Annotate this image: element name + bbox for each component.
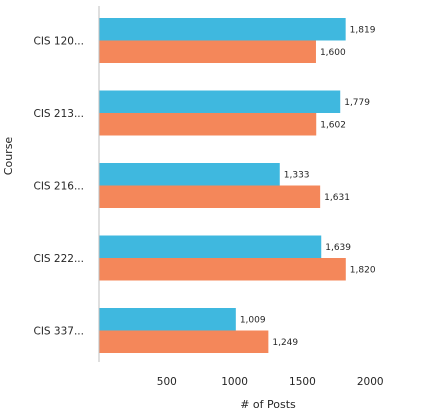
bars-group — [99, 18, 346, 353]
bar-cis-120-series-2 — [99, 40, 316, 63]
x-tick-labels-group: 5001000150020002500 — [157, 376, 384, 388]
bar-cis-337-series-2 — [99, 330, 269, 353]
bar-cis-216-series-1 — [99, 163, 280, 186]
category-label-cis-120: CIS 120... — [34, 36, 85, 48]
data-label-cis-213-series-1: 1,779 — [344, 98, 370, 108]
bar-cis-213-series-1 — [99, 90, 341, 113]
data-label-cis-213-series-2: 1,602 — [320, 120, 346, 130]
category-label-cis-213: CIS 213... — [34, 108, 85, 120]
data-label-cis-337-series-2: 1,249 — [272, 338, 298, 348]
bar-cis-222-series-2 — [99, 258, 346, 281]
x-axis-title: # of Posts — [240, 398, 296, 411]
data-label-cis-120-series-2: 1,600 — [320, 48, 346, 58]
data-label-cis-222-series-2: 1,820 — [350, 265, 376, 275]
x-tick-label-1500: 1500 — [289, 376, 316, 388]
data-label-cis-120-series-1: 1,819 — [350, 25, 376, 35]
bar-cis-213-series-2 — [99, 113, 317, 136]
data-label-cis-216-series-1: 1,333 — [284, 170, 310, 180]
category-label-cis-337: CIS 337... — [34, 326, 85, 338]
data-labels-group: 1,819 1,600 1,779 1,602 1,333 1,631 1,639 1,820… — [240, 25, 376, 348]
category-label-cis-222: CIS 222... — [34, 253, 85, 265]
x-tick-label-500: 500 — [157, 376, 177, 388]
x-tick-label-1000: 1000 — [221, 376, 248, 388]
data-label-cis-216-series-2: 1,631 — [324, 193, 350, 203]
category-labels-group: CIS 120... CIS 213... CIS 216... CIS 222...… — [34, 36, 85, 338]
data-label-cis-222-series-1: 1,639 — [325, 243, 351, 253]
bar-cis-216-series-2 — [99, 185, 321, 208]
bar-cis-120-series-1 — [99, 18, 346, 41]
bar-cis-222-series-1 — [99, 235, 322, 258]
bar-cis-337-series-1 — [99, 308, 236, 331]
x-tick-label-2000: 2000 — [357, 376, 384, 388]
category-label-cis-216: CIS 216... — [34, 181, 85, 193]
data-label-cis-337-series-1: 1,009 — [240, 315, 266, 325]
y-axis-title: Course — [2, 137, 15, 176]
